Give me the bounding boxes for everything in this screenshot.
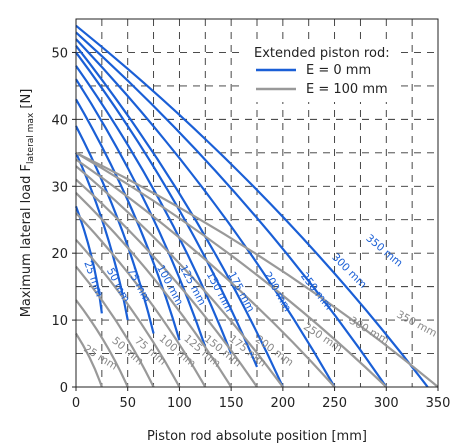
- series-line: [75, 125, 155, 334]
- series-line: [75, 192, 233, 388]
- y-tick-label: 40: [51, 113, 68, 128]
- y-axis-title-subscript: lateral max: [26, 112, 36, 164]
- curve-label: 250 mm: [301, 321, 344, 355]
- series-line: [75, 239, 181, 388]
- series-line: [75, 299, 129, 388]
- y-tick-label: 50: [51, 46, 68, 61]
- series-line: [75, 98, 181, 341]
- y-axis-title-main: Maximum lateral load F: [19, 164, 34, 317]
- y-axis-title-unit: [N]: [19, 89, 34, 113]
- legend-label-e100: E = 100 mm: [306, 82, 388, 97]
- series-line: [75, 265, 155, 388]
- y-tick-label: 20: [51, 247, 68, 262]
- curve-label: 250 mm: [298, 271, 334, 313]
- x-tick-label: 0: [72, 396, 80, 411]
- legend-label-e0: E = 0 mm: [306, 63, 371, 78]
- series-line: [75, 178, 258, 388]
- series-line: [75, 158, 336, 388]
- y-tick-label: 30: [51, 180, 68, 195]
- x-tick-label: 200: [270, 396, 295, 411]
- series-line: [75, 24, 429, 388]
- series-line: [75, 31, 388, 388]
- series-line: [75, 212, 207, 388]
- curve-label: 350 mm: [394, 309, 438, 340]
- series-line: [75, 51, 259, 368]
- plot-frame: [75, 18, 439, 388]
- series-line: [75, 45, 284, 388]
- series-line: [75, 38, 336, 388]
- x-tick-label: 350: [426, 396, 451, 411]
- grid: [76, 19, 438, 387]
- y-axis-ticks: 0 10 20 30 40 50: [51, 46, 76, 396]
- series-line: [75, 165, 284, 388]
- series-layer: [74, 24, 439, 388]
- series-line: [75, 65, 233, 354]
- series-line: [75, 151, 388, 388]
- x-tick-label: 50: [119, 396, 136, 411]
- series-line: [75, 78, 207, 348]
- x-axis-title: Piston rod absolute position [mm]: [147, 429, 367, 444]
- x-axis-ticks: 0 50 100 150 200 250 300 350: [72, 387, 451, 411]
- legend-title: Extended piston rod:: [254, 46, 390, 61]
- y-tick-label: 10: [51, 314, 68, 329]
- x-tick-label: 100: [167, 396, 192, 411]
- legend: Extended piston rod: E = 0 mm E = 100 mm: [244, 40, 396, 102]
- series-line: [75, 151, 439, 388]
- x-tick-label: 250: [322, 396, 347, 411]
- x-tick-label: 150: [219, 396, 244, 411]
- curve-label: 350 mm: [363, 232, 404, 269]
- y-tick-label: 0: [60, 381, 68, 396]
- curve-label: 300 mm: [329, 251, 368, 290]
- x-tick-label: 300: [374, 396, 399, 411]
- y-axis-title: Maximum lateral load Flateral max [N]: [19, 89, 36, 318]
- series-line: [75, 332, 103, 388]
